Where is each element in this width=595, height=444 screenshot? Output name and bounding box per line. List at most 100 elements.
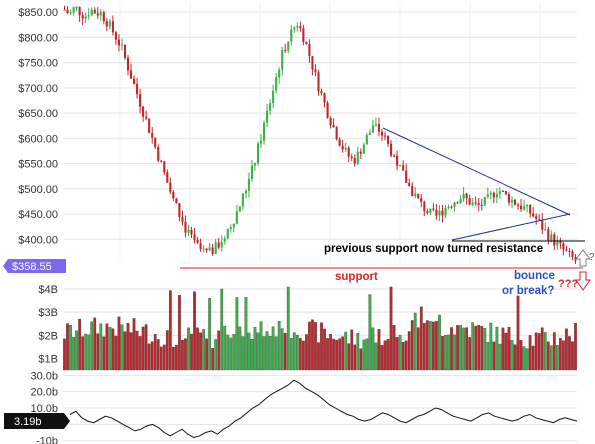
candle-body	[314, 69, 317, 73]
volume-bar	[422, 322, 426, 371]
candle-body	[93, 9, 96, 14]
volume-bar	[347, 343, 351, 371]
volume-bar	[419, 306, 423, 371]
volume-bar	[504, 332, 508, 371]
volume-bar	[162, 344, 166, 371]
candle-body	[142, 106, 145, 117]
volume-bar	[102, 336, 106, 371]
candle-body	[435, 209, 438, 216]
volume-bar	[108, 327, 112, 371]
volume-bar	[492, 341, 496, 371]
candle-body	[75, 6, 78, 8]
volume-bar	[438, 314, 441, 371]
volume-bar	[226, 334, 230, 371]
volume-bar	[444, 335, 447, 371]
candle-body	[408, 182, 411, 186]
candle-body	[175, 198, 178, 204]
candle-body	[266, 110, 269, 123]
volume-bar	[105, 323, 109, 371]
candle-body	[332, 124, 335, 128]
volume-bar	[250, 339, 254, 371]
volume-bar	[235, 297, 239, 371]
volume-bar	[238, 326, 242, 371]
volume-bar	[193, 291, 196, 371]
candle-body	[114, 32, 117, 40]
volume-bar	[271, 326, 275, 371]
volume-bar	[117, 316, 121, 371]
volume-bar	[519, 340, 523, 371]
candle-body	[344, 147, 347, 150]
volume-bar	[81, 336, 85, 371]
candle-body	[438, 210, 441, 216]
price-tick-label: $450.00	[18, 209, 58, 221]
candle-body	[374, 124, 377, 126]
volume-bar	[480, 325, 484, 371]
candle-body	[507, 194, 511, 203]
volume-bar	[326, 338, 329, 371]
candle-body	[429, 208, 432, 213]
volume-bar	[111, 328, 115, 371]
candle-body	[353, 157, 356, 164]
candle-body	[423, 201, 426, 212]
volume-bar	[432, 321, 435, 371]
candle-body	[523, 206, 526, 210]
volume-bar	[277, 321, 281, 371]
volume-bar	[87, 334, 91, 371]
volume-bar	[90, 321, 94, 371]
previous-support-label: previous support now turned resistance	[324, 243, 543, 255]
candle-body	[386, 135, 390, 144]
volume-bar	[75, 330, 78, 371]
volume-bar	[522, 346, 526, 371]
downtrend-line	[382, 127, 571, 216]
candle-body	[305, 42, 308, 45]
volume-bar	[498, 343, 502, 371]
volume-bar	[229, 337, 233, 371]
candle-body	[69, 12, 72, 14]
candle-body	[335, 127, 338, 140]
candle-body	[383, 135, 387, 137]
candles	[63, 5, 577, 264]
volume-bar	[565, 328, 568, 371]
volume-bar	[507, 326, 511, 371]
volume-bar	[413, 312, 417, 371]
candle-body	[520, 205, 523, 210]
candle-body	[317, 72, 320, 92]
price-tick-label: $800.00	[18, 32, 58, 44]
candle-body	[272, 90, 275, 104]
volume-bar	[126, 323, 130, 371]
candle-body	[211, 247, 214, 254]
volume-bar	[320, 322, 323, 371]
volume-bar	[410, 320, 414, 371]
volume-bar	[407, 331, 411, 371]
question-marks: ???	[558, 278, 578, 290]
volume-bar	[534, 332, 538, 371]
volume-bar	[141, 326, 145, 371]
candle-body	[299, 26, 302, 29]
candle-body	[380, 131, 384, 136]
price-tick-label: $400.00	[18, 234, 58, 246]
candle-body	[196, 239, 199, 244]
support-label: support	[335, 271, 378, 283]
volume-bar	[450, 327, 453, 371]
candle-body	[359, 151, 362, 154]
candle-body	[402, 165, 405, 171]
volume-bar	[528, 335, 532, 371]
volume-bar	[540, 327, 544, 371]
volume-bar	[84, 333, 88, 371]
volume-bar	[286, 286, 290, 371]
candle-body	[199, 243, 202, 250]
candle-body	[217, 242, 220, 248]
candle-body	[157, 147, 160, 161]
volume-bar	[205, 338, 208, 371]
candle-body	[269, 103, 272, 111]
volume-bar	[317, 342, 320, 371]
volume-tick-label: $3B	[38, 307, 58, 319]
candle-body	[293, 27, 296, 30]
candle-body	[432, 208, 435, 210]
candle-body	[229, 227, 232, 230]
candle-body	[139, 94, 142, 107]
candle-body	[308, 44, 311, 57]
candle-body	[123, 44, 127, 58]
volume-bar	[380, 344, 384, 371]
